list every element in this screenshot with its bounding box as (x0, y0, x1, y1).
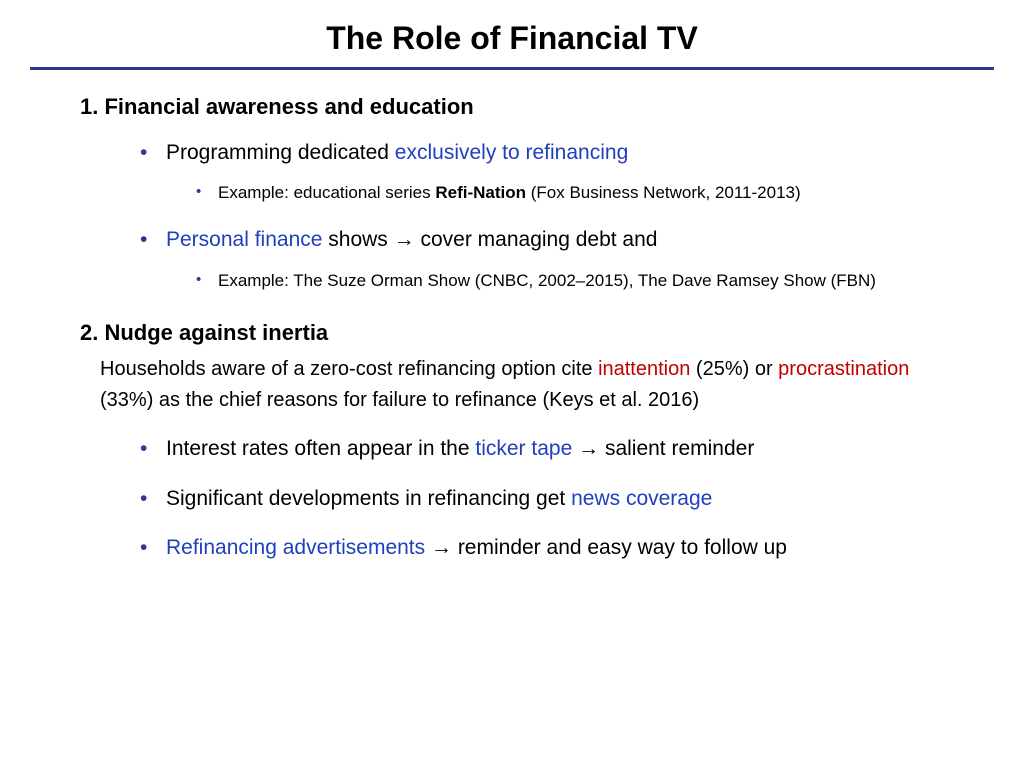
list-item: Interest rates often appear in the ticke… (140, 434, 964, 463)
list-item: Example: educational series Refi-Nation … (196, 181, 964, 205)
text: salient reminder (605, 437, 754, 460)
section-2-paragraph: Households aware of a zero-cost refinanc… (100, 354, 964, 416)
highlight-red: procrastination (778, 358, 909, 380)
sub-list: Example: The Suze Orman Show (CNBC, 2002… (196, 269, 964, 293)
text: (Fox Business Network, 2011-2013) (526, 183, 801, 202)
list-item: Refinancing advertisements → reminder an… (140, 533, 964, 562)
highlight-blue: ticker tape (475, 437, 572, 460)
list-item: Example: The Suze Orman Show (CNBC, 2002… (196, 269, 964, 293)
arrow-icon: → (572, 437, 605, 460)
highlight-blue: news coverage (571, 487, 712, 510)
bold-text: Refi-Nation (435, 183, 526, 202)
text: (33%) as the chief reasons for failure t… (100, 389, 699, 411)
title-rule (30, 67, 994, 70)
text: Example: The Suze Orman Show (CNBC, 2002… (218, 271, 876, 290)
text: Significant developments in refinancing … (166, 487, 571, 510)
text: Interest rates often appear in the (166, 437, 475, 460)
arrow-icon: → (425, 536, 458, 559)
list-item: Programming dedicated exclusively to ref… (140, 138, 964, 205)
arrow-icon: → (394, 228, 415, 251)
text: Households aware of a zero-cost refinanc… (100, 358, 598, 380)
section-2-list: Interest rates often appear in the ticke… (140, 434, 964, 562)
section-1-heading: 1. Financial awareness and education (80, 94, 994, 120)
section-1-list: Programming dedicated exclusively to ref… (140, 138, 964, 292)
highlight-red: inattention (598, 358, 690, 380)
slide-title: The Role of Financial TV (30, 20, 994, 57)
text: Programming dedicated (166, 141, 395, 164)
text: Example: educational series (218, 183, 435, 202)
text: reminder and easy way to follow up (458, 536, 787, 559)
highlight-blue: Personal finance (166, 228, 322, 251)
sub-list: Example: educational series Refi-Nation … (196, 181, 964, 205)
section-2-heading: 2. Nudge against inertia (80, 320, 994, 346)
list-item: Significant developments in refinancing … (140, 484, 964, 513)
text: (25%) or (690, 358, 778, 380)
list-item: Personal finance shows → cover managing … (140, 225, 964, 292)
text: shows (322, 228, 393, 251)
text: cover managing debt and (415, 228, 658, 251)
highlight-blue: exclusively to refinancing (395, 141, 628, 164)
highlight-blue: Refinancing advertisements (166, 536, 425, 559)
